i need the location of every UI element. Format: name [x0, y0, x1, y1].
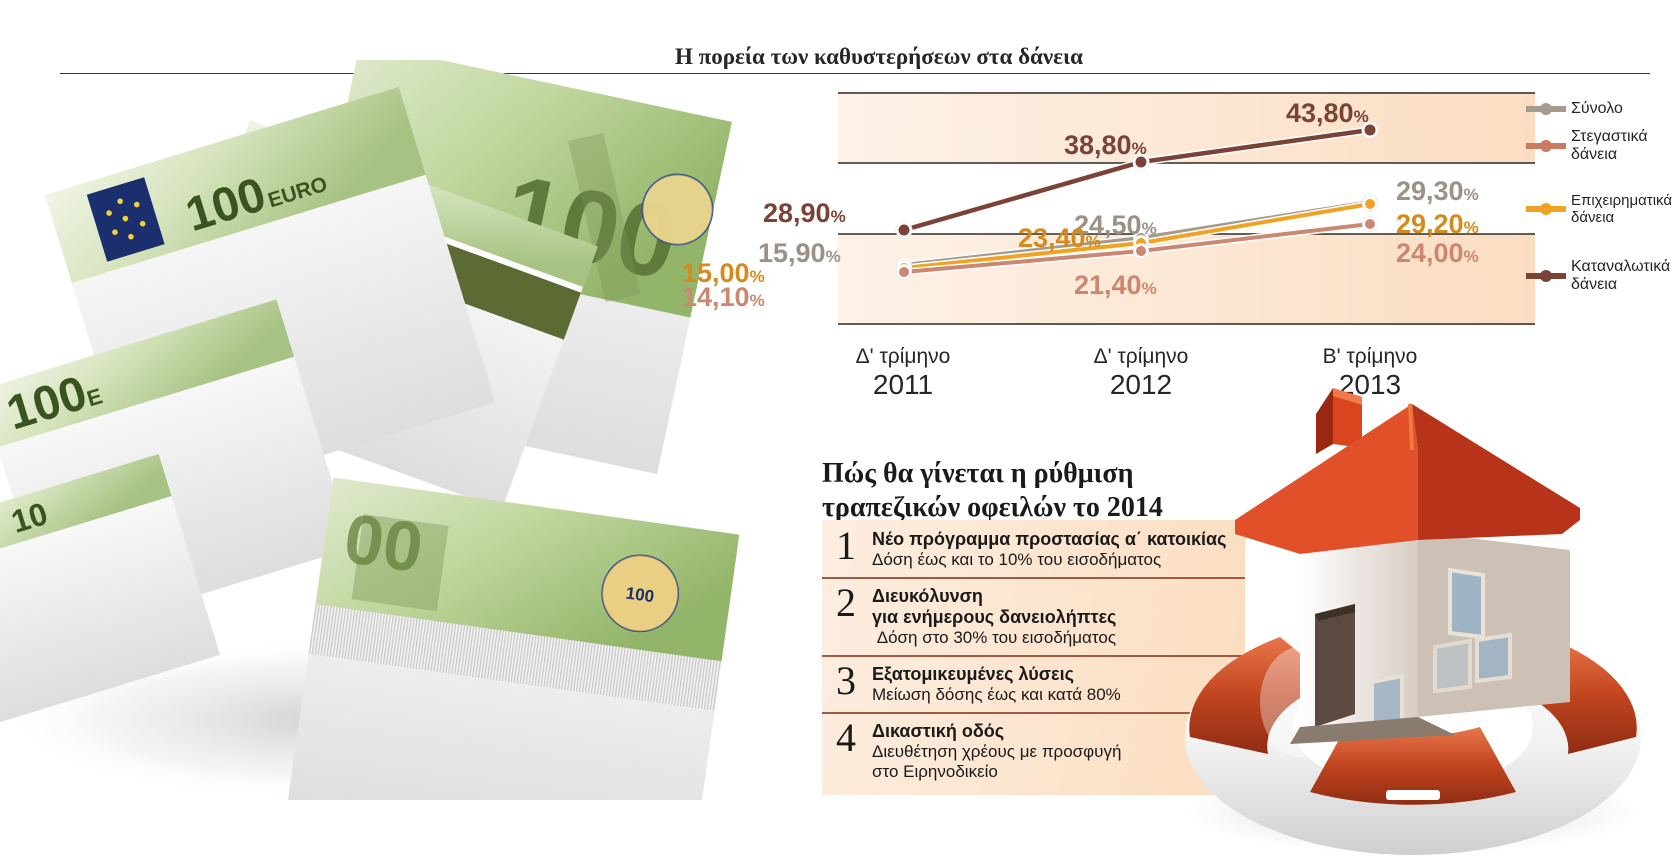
svg-text:100: 100	[625, 583, 656, 606]
svg-text:00: 00	[340, 499, 428, 587]
